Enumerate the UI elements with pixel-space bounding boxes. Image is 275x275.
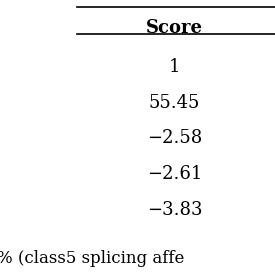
Text: % (class5 splicing affe: % (class5 splicing affe <box>0 250 185 267</box>
Text: −2.61: −2.61 <box>147 165 202 183</box>
Text: −2.58: −2.58 <box>147 129 202 147</box>
Text: Score: Score <box>146 19 203 37</box>
Text: 1: 1 <box>169 58 180 76</box>
Text: 55.45: 55.45 <box>149 94 200 111</box>
Text: −3.83: −3.83 <box>147 201 202 219</box>
